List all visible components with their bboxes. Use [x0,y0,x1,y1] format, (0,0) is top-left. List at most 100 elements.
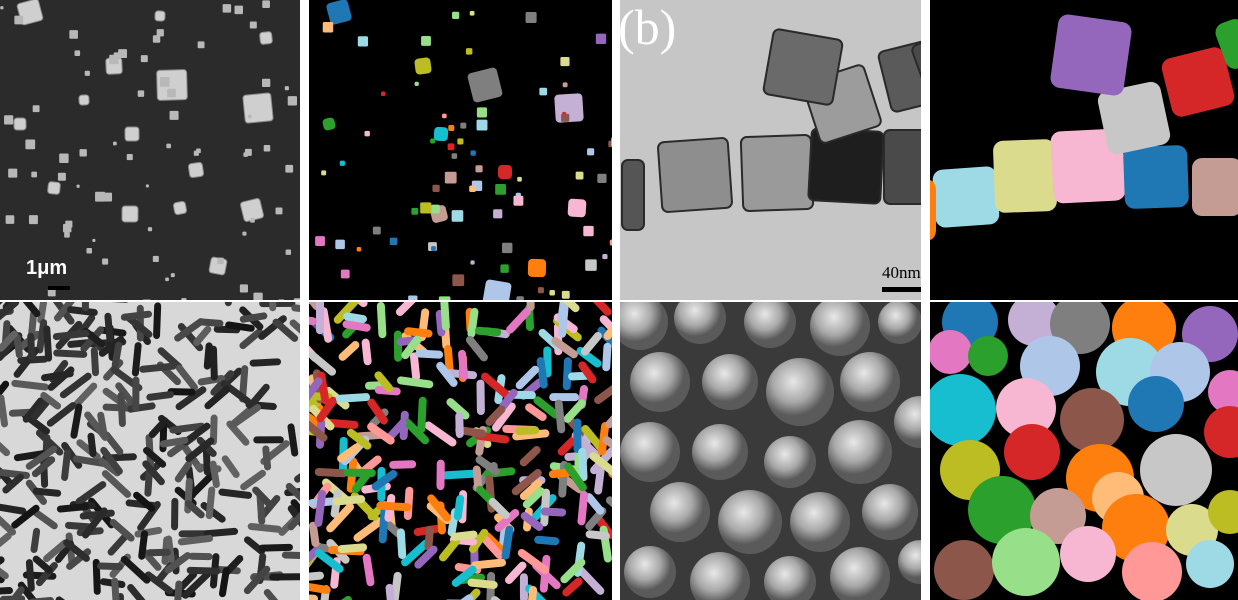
cube-mask [469,10,475,16]
scale-bar-1um [48,286,70,290]
rod-mask [309,351,337,376]
sphere-mask [930,330,972,374]
nanorod [202,447,211,476]
rod-mask [563,399,586,423]
sphere-mask [1186,540,1234,588]
nanorod [125,314,153,338]
nanorod [0,428,11,457]
nanorod [70,403,83,439]
nanorod [205,486,216,520]
nanocube [124,126,140,142]
nanosphere [620,302,668,350]
rod-mask [589,452,612,478]
nanorod [55,596,80,600]
nanocube [242,231,247,236]
nanocube [159,76,170,87]
rod-mask [485,405,506,427]
nanorod [262,445,272,471]
nanorod [61,449,71,481]
tem-cube-chain-panel: (b) 40nm [620,0,921,300]
nanocube [137,90,145,97]
cube-mask [372,226,381,235]
cube-mask [340,269,350,279]
cube-mask [430,138,436,144]
nanorod [97,411,108,439]
rod-mask [499,388,518,410]
rod-mask [376,501,412,512]
nanorod [174,318,205,342]
nanocube [196,148,201,154]
cube-mask [562,82,568,88]
mask-nanocubes-image [315,0,612,300]
rod-mask [367,398,388,425]
cube-mask [447,143,455,151]
nanorod [193,325,212,347]
cube-mask [516,296,524,300]
nanocube [145,184,149,188]
nanorod [131,342,142,377]
rod-mask [385,583,397,600]
nanocube [76,184,80,188]
sphere-mask [1208,370,1238,414]
sphere-mask [1122,542,1182,600]
nanocube [167,88,176,98]
nanocube [222,4,232,13]
sphere-mask [996,378,1056,438]
nanorod [165,535,175,563]
rod-mask [353,517,385,542]
nanorod [31,397,52,421]
nanosphere [898,540,921,584]
rod-mask [602,436,612,455]
sphere-mask [968,336,1008,376]
cube-mask [475,165,483,173]
nanorod [181,570,211,599]
nanorod [115,382,136,407]
cube-mask [408,295,418,300]
nanocube [154,10,166,22]
rod-mask [436,459,445,491]
rod-mask [611,360,612,385]
nanocube [262,0,270,9]
nanosphere [766,358,834,426]
nanorod [100,446,123,475]
nanorod [204,385,231,410]
nanorod [111,341,123,369]
rod-mask [519,479,543,501]
cube-mask [451,210,464,222]
nanorod [218,488,253,499]
nanorod [31,508,58,530]
nanorod [246,383,270,410]
panel-letter-b: (b) [620,0,677,55]
nanocube [103,192,113,202]
sphere-mask [1060,388,1124,452]
nanocube [86,247,93,254]
cube-mask [457,138,464,145]
cube-mask [431,204,440,214]
cube-mask [611,137,612,147]
rod-mask [326,502,354,533]
cube-mask [451,153,458,159]
nanocube [5,215,15,224]
tem-nanorods-panel [0,302,300,600]
cube-mask [527,258,547,278]
cube-mask [561,290,570,299]
rod-mask [491,402,516,432]
rod-mask [309,543,324,565]
nanorod [109,518,135,542]
nanocube [31,171,38,178]
chain-mask [932,166,1000,228]
nanorod [186,566,221,575]
nanocube [126,154,133,161]
rod-mask [401,539,430,567]
chain-mask [1050,128,1126,204]
rod-mask [506,307,532,334]
nanorod [291,304,300,315]
nanorod [176,364,198,391]
nanosphere [840,352,900,412]
rod-mask [448,594,474,600]
cube-mask [476,107,487,118]
nanorod [41,370,74,382]
rod-mask [549,393,580,402]
nanocube [64,232,70,238]
rod-mask [439,537,461,562]
